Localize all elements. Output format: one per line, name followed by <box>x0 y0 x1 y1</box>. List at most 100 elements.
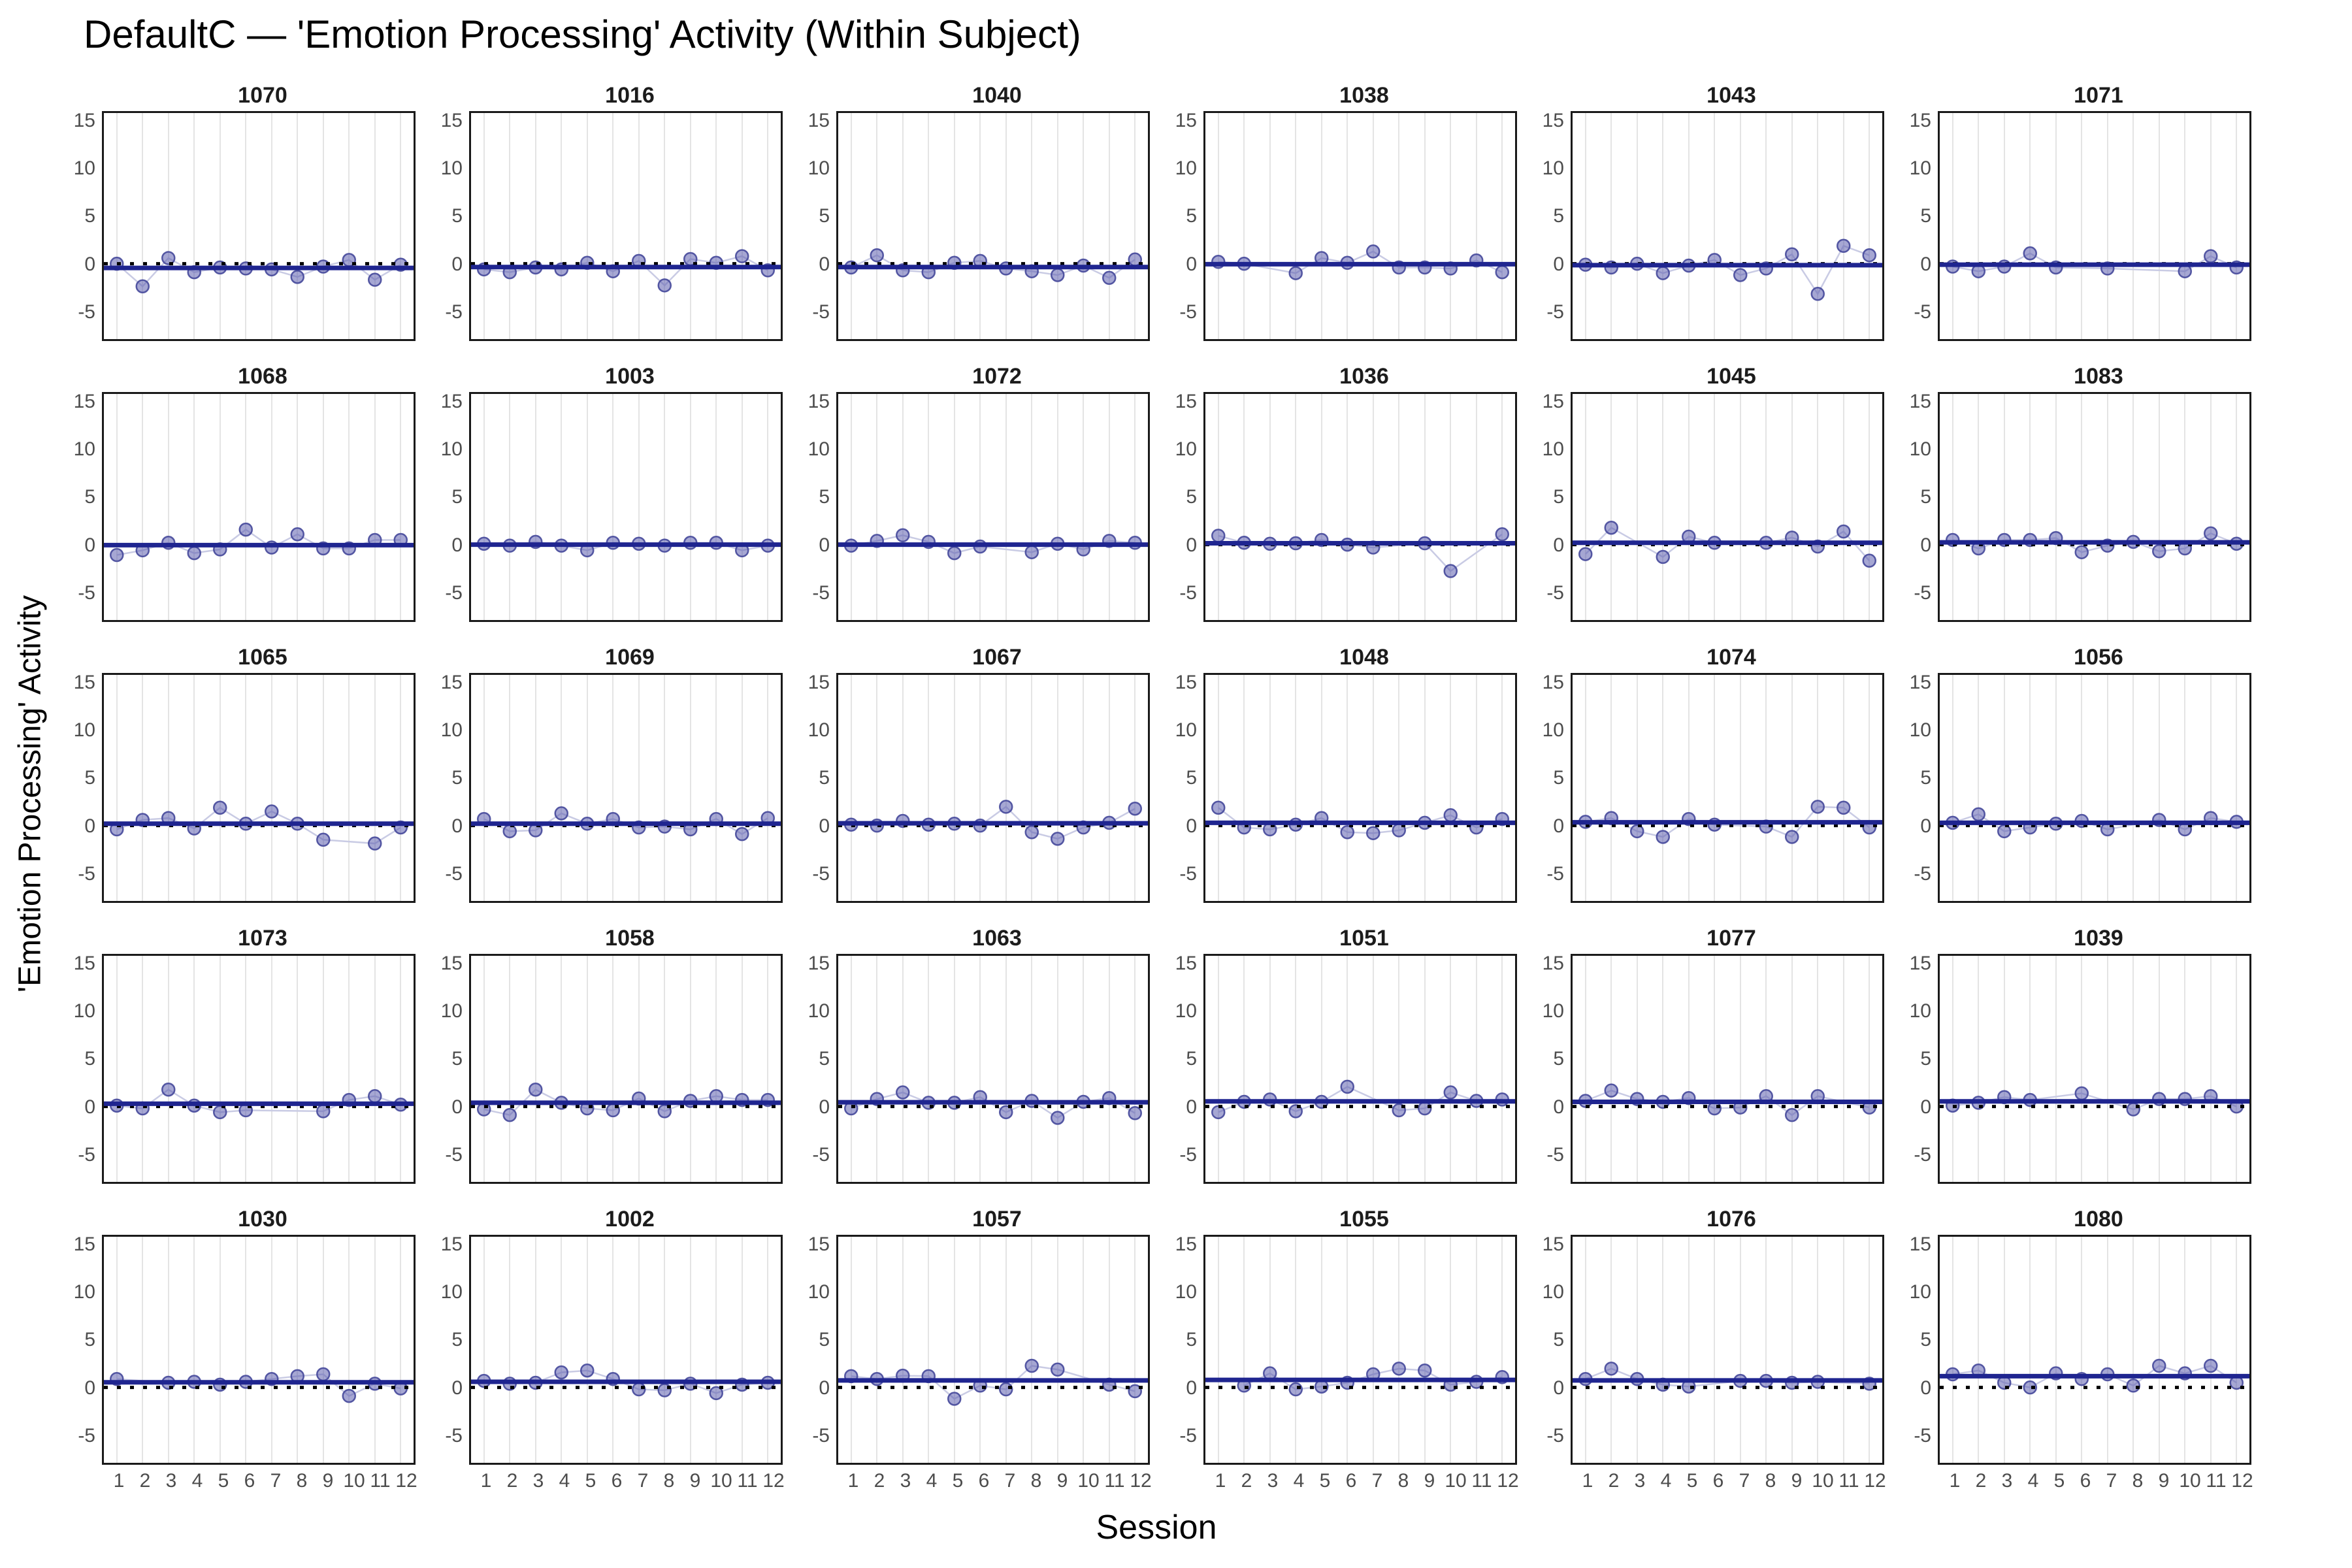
y-tick-label: 5 <box>1920 205 1931 227</box>
gridline <box>1475 394 1477 620</box>
y-tick-label: 15 <box>1175 109 1197 131</box>
facet-title: 1016 <box>605 83 655 108</box>
facet-svg <box>471 534 781 558</box>
gridline <box>1347 1237 1348 1463</box>
facet-title: 1065 <box>238 645 287 670</box>
gridline <box>1108 394 1110 620</box>
y-tick-label: 0 <box>1186 534 1197 556</box>
facet-panel: 1072 15 10 5 0 -5 <box>793 363 1154 622</box>
gridline <box>348 1237 350 1463</box>
y-tick-label: -5 <box>1914 301 1931 323</box>
gridline <box>348 113 350 339</box>
gridline <box>1031 394 1033 620</box>
gridline <box>979 956 981 1182</box>
gridline <box>1269 675 1271 901</box>
gridline <box>1398 956 1400 1182</box>
facet-title: 1067 <box>972 645 1022 670</box>
gridline <box>297 1237 299 1463</box>
gridline <box>2003 675 2005 901</box>
y-tick-label: 10 <box>1909 1281 1931 1303</box>
x-tick-label: 5 <box>2053 1470 2065 1492</box>
plot-area <box>102 1235 416 1465</box>
y-tick-labels: 15 10 5 0 -5 <box>426 672 469 903</box>
gridline <box>1320 956 1322 1182</box>
y-tick-label: 5 <box>1186 205 1197 227</box>
gridline <box>116 113 118 339</box>
gridline <box>1108 675 1110 901</box>
gridline <box>953 394 955 620</box>
gridline <box>2055 1237 2057 1463</box>
gridline <box>2003 956 2005 1182</box>
gridline <box>297 394 299 620</box>
x-tick-label: 4 <box>191 1470 203 1492</box>
data-point <box>947 1392 962 1406</box>
gridline <box>767 956 769 1182</box>
y-tick-label: 15 <box>1909 390 1931 412</box>
x-tick-label: 9 <box>1424 1470 1435 1492</box>
gridline <box>245 1237 247 1463</box>
y-tick-label: 5 <box>451 205 463 227</box>
y-tick-label: -5 <box>1914 582 1931 604</box>
y-tick-label: 10 <box>73 157 95 179</box>
gridline <box>219 113 221 339</box>
gridline <box>2210 675 2212 901</box>
gridline <box>1714 1237 1716 1463</box>
gridline <box>1952 113 1953 339</box>
gridline <box>1475 1237 1477 1463</box>
gridline <box>1134 675 1136 901</box>
gridline <box>1347 675 1348 901</box>
plot-area <box>102 111 416 341</box>
gridline <box>664 113 666 339</box>
x-tick-label: 11 <box>2206 1470 2227 1492</box>
gridline <box>2055 394 2057 620</box>
facet-title: 1074 <box>1707 645 1756 670</box>
gridline <box>534 1237 536 1463</box>
y-tick-label: 0 <box>1920 253 1931 275</box>
gridline <box>1714 956 1716 1182</box>
x-tick-labels: 1 2 3 4 5 6 7 8 9 10 11 12 <box>840 1465 1154 1495</box>
x-tick-label: 3 <box>165 1470 177 1492</box>
y-tick-label: 15 <box>808 390 830 412</box>
x-tick-label: 12 <box>1864 1470 1886 1492</box>
facet-svg <box>838 1358 1148 1406</box>
facet-svg <box>1940 1086 2249 1117</box>
y-tick-labels: 15 10 5 0 -5 <box>426 1233 469 1465</box>
y-tick-label: 5 <box>1920 1048 1931 1070</box>
y-tick-label: 5 <box>84 1048 95 1070</box>
gridline <box>876 956 878 1182</box>
facet-title: 1063 <box>972 926 1022 951</box>
gridline <box>1791 956 1793 1182</box>
data-point <box>1024 545 1039 559</box>
gridline <box>1475 675 1477 901</box>
gridline <box>1739 113 1741 339</box>
y-tick-label: 5 <box>1553 1048 1564 1070</box>
gridline <box>1295 675 1297 901</box>
y-tick-label: 10 <box>1175 1281 1197 1303</box>
data-point <box>1785 247 1799 261</box>
y-tick-label: 10 <box>1175 438 1197 460</box>
data-point <box>316 832 331 847</box>
gridline <box>193 394 195 620</box>
gridline <box>1688 956 1690 1182</box>
facet-svg <box>1573 1083 1882 1122</box>
gridline <box>664 675 666 901</box>
data-point <box>1102 270 1117 286</box>
x-tick-label: 9 <box>2158 1470 2170 1492</box>
gridline <box>876 113 878 339</box>
facet-title: 1030 <box>238 1207 287 1232</box>
gridline <box>1217 956 1219 1182</box>
gridline <box>928 394 930 620</box>
facet-title: 1055 <box>1339 1207 1389 1232</box>
data-point <box>1495 265 1509 280</box>
y-tick-label: 10 <box>73 719 95 741</box>
y-tick-label: 15 <box>73 671 95 693</box>
gridline <box>483 675 485 901</box>
gridline <box>2236 675 2238 901</box>
x-tick-label: 9 <box>689 1470 701 1492</box>
gridline <box>928 113 930 339</box>
gridline <box>612 956 614 1182</box>
x-tick-label: 1 <box>1949 1470 1961 1492</box>
gridline <box>741 1237 743 1463</box>
gridline <box>167 113 169 339</box>
x-tick-label: 10 <box>1812 1470 1834 1492</box>
